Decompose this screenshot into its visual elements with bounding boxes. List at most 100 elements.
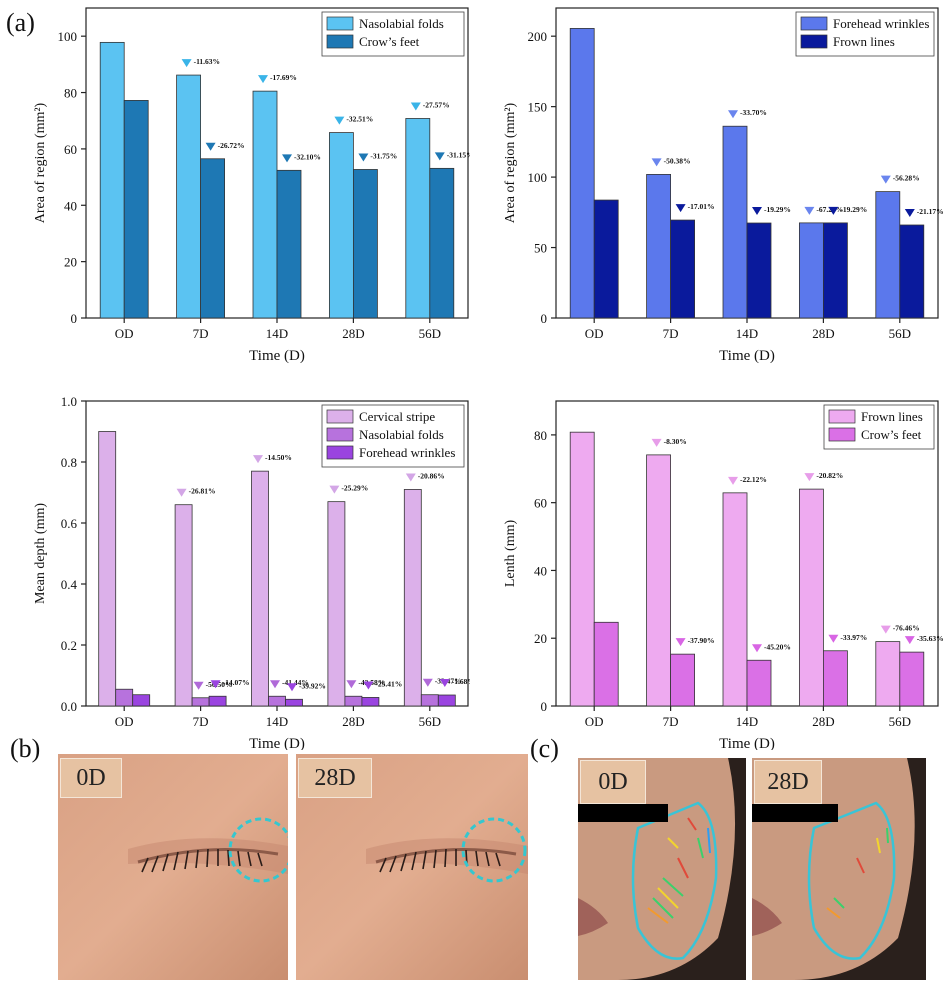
decrease-marker-icon <box>253 455 263 464</box>
x-tick-label: 7D <box>663 714 679 729</box>
legend-label: Nasolabial folds <box>359 16 444 31</box>
change-percent-label: -31.15% <box>447 150 470 159</box>
x-tick-label: OD <box>585 714 604 729</box>
bar-cervical-stripe-28D <box>327 501 346 707</box>
decrease-marker-icon <box>193 681 204 690</box>
decrease-marker-icon <box>205 142 216 151</box>
decrease-marker-icon <box>752 207 762 216</box>
bar-forehead-wrinkles-OD <box>132 694 151 707</box>
y-axis-label: Lenth (mm) <box>503 520 518 588</box>
decrease-marker-icon <box>329 485 340 494</box>
x-axis-label: Time (D) <box>719 736 775 750</box>
legend-swatch <box>800 34 828 49</box>
change-percent-label: -50.38% <box>664 156 691 165</box>
y-tick-label: 60 <box>64 142 77 157</box>
bar-forehead-wrinkles-28D <box>798 222 824 319</box>
bar-forehead-wrinkles-7D <box>646 174 672 319</box>
decrease-marker-icon <box>828 206 839 215</box>
x-tick-label: 7D <box>193 714 209 729</box>
y-tick-label: 60 <box>534 496 547 511</box>
bar-frown-lines-28D <box>822 222 848 319</box>
panel-label-c: (c) <box>530 734 559 763</box>
bar-nasolabial-folds-28D <box>328 132 354 319</box>
y-tick-label: 0.0 <box>61 699 77 714</box>
panel-label-a: (a) <box>6 8 35 37</box>
legend-swatch <box>828 427 856 442</box>
legend-label: Forehead wrinkles <box>833 16 929 31</box>
x-axis-label: Time (D) <box>719 348 775 364</box>
bar-nasolabial-folds-OD <box>99 41 125 319</box>
decrease-marker-icon <box>176 488 187 497</box>
photo-face-28d: 28D <box>752 758 926 980</box>
decrease-marker-icon <box>210 680 221 689</box>
x-tick-label: 14D <box>736 326 758 341</box>
y-tick-label: 0 <box>541 699 548 714</box>
legend-label: Frown lines <box>833 34 895 49</box>
change-percent-label: -39.92% <box>299 681 326 690</box>
x-tick-label: 56D <box>419 326 441 341</box>
decrease-marker-icon <box>434 152 445 161</box>
x-tick-label: 28D <box>342 326 364 341</box>
y-tick-label: 80 <box>64 86 77 101</box>
change-percent-label: -45.20% <box>764 642 791 651</box>
change-percent-label: -14.50% <box>265 453 292 462</box>
x-axis-label: Time (D) <box>249 736 305 750</box>
change-percent-label: -27.57% <box>423 100 450 109</box>
decrease-marker-icon <box>439 679 450 688</box>
y-tick-label: 150 <box>528 100 548 115</box>
y-axis-label: Area of region (mm²) <box>33 102 48 223</box>
bar-nasolabial-folds-OD <box>115 688 134 707</box>
y-tick-label: 1.0 <box>61 394 77 409</box>
bar-crow-s-feet-56D <box>429 167 455 319</box>
bar-crow-s-feet-28D <box>822 650 848 707</box>
x-tick-label: OD <box>585 326 604 341</box>
change-percent-label: -26.81% <box>189 487 216 496</box>
photo-tag: 0D <box>60 758 122 798</box>
change-percent-label: -11.63% <box>194 57 220 66</box>
y-tick-label: 0.8 <box>61 455 77 470</box>
bar-frown-lines-7D <box>646 454 672 707</box>
change-percent-label: -32.10% <box>294 152 321 161</box>
decrease-marker-icon <box>282 154 292 163</box>
y-tick-label: 0.4 <box>61 577 78 592</box>
change-percent-label: -20.86% <box>418 471 445 480</box>
change-percent-label: -19.29% <box>840 205 867 214</box>
decrease-marker-icon <box>904 636 915 645</box>
bar-nasolabial-folds-14D <box>268 695 286 707</box>
photo-tag: 28D <box>298 758 372 798</box>
bar-crow-s-feet-OD <box>123 100 149 319</box>
bar-crow-s-feet-14D <box>746 659 772 707</box>
y-tick-label: 200 <box>528 29 548 44</box>
bar-crow-s-feet-14D <box>276 169 302 319</box>
change-percent-label: -22.12% <box>740 475 767 484</box>
bar-frown-lines-28D <box>798 488 824 707</box>
y-tick-label: 20 <box>64 255 77 270</box>
y-tick-label: 0.6 <box>61 516 78 531</box>
decrease-marker-icon <box>334 116 345 125</box>
change-percent-label: -26.72% <box>218 141 245 150</box>
bar-frown-lines-14D <box>722 492 748 707</box>
bar-frown-lines-OD <box>569 431 595 707</box>
change-percent-label: -33.70% <box>740 108 767 117</box>
legend-label: Crow’s feet <box>359 34 420 49</box>
change-percent-label: -32.51% <box>346 115 373 124</box>
panel-label-b: (b) <box>10 734 41 763</box>
decrease-marker-icon <box>405 473 416 482</box>
change-percent-label: -41.44% <box>282 678 309 687</box>
bar-forehead-wrinkles-OD <box>569 28 595 319</box>
x-tick-label: 14D <box>266 714 288 729</box>
bar-cervical-stripe-14D <box>251 470 269 707</box>
change-percent-label: -50.50% <box>206 680 233 689</box>
x-tick-label: 56D <box>889 326 911 341</box>
change-percent-label: -56.28% <box>893 174 920 183</box>
bar-nasolabial-folds-56D <box>405 118 431 319</box>
photo-eye-0d: 0D <box>58 754 288 980</box>
y-tick-label: 0 <box>541 311 548 326</box>
photo-eye-28d: 28D <box>296 754 528 980</box>
change-percent-label: -37.90% <box>688 636 715 645</box>
legend-label: Frown lines <box>861 409 923 424</box>
decrease-marker-icon <box>904 209 915 217</box>
crows-feet-circle <box>228 817 288 883</box>
legend-swatch <box>326 445 354 460</box>
legend-label: Forehead wrinkles <box>359 445 455 460</box>
